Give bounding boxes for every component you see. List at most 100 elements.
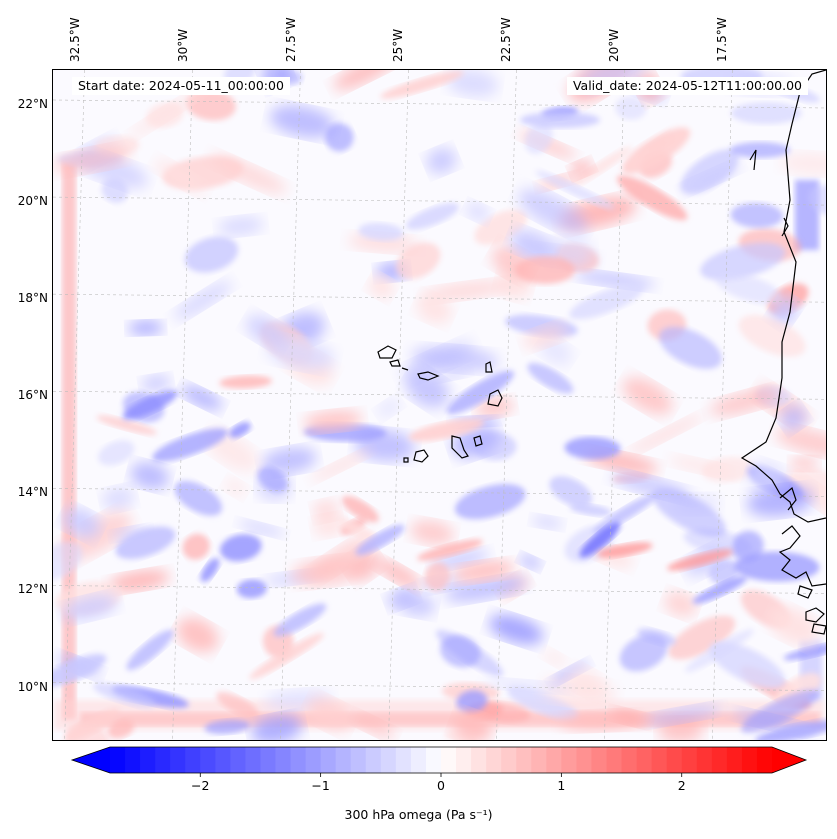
guinea-bissau-coast xyxy=(778,525,826,587)
colorbar-bin xyxy=(410,747,427,773)
colorbar-bin xyxy=(666,747,683,773)
lat-gridline xyxy=(53,488,826,497)
colorbar-bin xyxy=(621,747,638,773)
colorbar-tick-label: −1 xyxy=(311,778,330,793)
colorbar-bin xyxy=(125,747,141,773)
lon-gridline xyxy=(712,70,733,740)
omega-cell xyxy=(173,280,233,320)
omega-cell xyxy=(542,649,567,668)
omega-cell xyxy=(520,112,600,128)
omega-cell xyxy=(115,526,176,560)
omega-cell xyxy=(452,560,515,583)
omega-cell xyxy=(465,202,491,222)
colorbar-label: 300 hPa omega (Pa s⁻¹) xyxy=(344,807,493,822)
lon-gridline xyxy=(280,70,301,740)
omega-cell xyxy=(446,370,515,415)
omega-cell xyxy=(219,534,262,562)
omega-cell xyxy=(668,456,736,477)
omega-cell xyxy=(692,576,748,604)
colorbar-bin xyxy=(245,747,261,773)
island-maio xyxy=(473,435,483,447)
omega-cell xyxy=(182,533,210,560)
omega-cell xyxy=(200,558,220,582)
omega-cell xyxy=(597,542,653,558)
island-santo-antao xyxy=(377,345,397,359)
omega-cell xyxy=(140,374,172,392)
omega-cell xyxy=(732,530,764,562)
omega-cell xyxy=(408,418,485,442)
lat-label: 12°N xyxy=(17,582,48,597)
lat-gridline xyxy=(53,390,826,400)
colorbar xyxy=(70,746,808,777)
valid-date-label: Valid_date: 2024-05-12T11:00:00.00 xyxy=(566,77,808,95)
colorbar-bin xyxy=(606,747,623,773)
colorbar-bin xyxy=(155,747,171,773)
omega-cell xyxy=(780,152,826,176)
lon-label: 30°W xyxy=(175,28,190,62)
omega-cell xyxy=(579,522,621,558)
omega-cell xyxy=(386,587,418,609)
colorbar-bin xyxy=(531,747,547,773)
colorbar-bin xyxy=(275,747,292,773)
colorbar-bin xyxy=(756,747,773,773)
island-boa-vista xyxy=(487,389,503,407)
colorbar-bin xyxy=(140,747,156,773)
omega-cell xyxy=(96,415,158,435)
omega-cell xyxy=(380,70,464,99)
omega-cell xyxy=(128,90,202,138)
omega-cell xyxy=(700,242,786,281)
omega-cell xyxy=(424,562,450,591)
lon-label: 20°W xyxy=(607,28,622,62)
colorbar-bin xyxy=(561,747,577,773)
colorbar-bin xyxy=(425,747,442,773)
omega-cell xyxy=(250,714,303,740)
lat-label: 20°N xyxy=(17,194,48,209)
omega-cell xyxy=(659,326,722,369)
omega-cell xyxy=(376,559,421,589)
omega-cell xyxy=(610,709,650,727)
omega-cell xyxy=(681,163,741,193)
omega-cell xyxy=(522,324,567,350)
colorbar-bin xyxy=(380,747,397,773)
lat-label: 14°N xyxy=(17,485,48,500)
omega-cell xyxy=(333,70,397,90)
omega-cell xyxy=(209,154,287,194)
omega-cell xyxy=(525,122,553,154)
omega-cell xyxy=(216,691,259,718)
omega-cell xyxy=(431,550,490,570)
lon-gridline xyxy=(604,70,625,740)
omega-cell xyxy=(625,413,705,456)
omega-cell xyxy=(122,390,178,420)
omega-cell xyxy=(217,216,264,236)
omega-cell xyxy=(426,147,457,175)
colorbar-tick-label: 0 xyxy=(437,778,445,793)
colorbar-bin xyxy=(110,747,126,773)
lon-gridline xyxy=(388,70,409,740)
omega-cell xyxy=(570,160,594,178)
omega-cell xyxy=(515,256,575,284)
omega-cell xyxy=(535,170,615,210)
omega-cell xyxy=(376,397,402,418)
omega-cell xyxy=(652,488,726,537)
colorbar-bin xyxy=(305,747,322,773)
omega-cell xyxy=(355,524,405,556)
omega-cell xyxy=(747,461,786,495)
omega-cell xyxy=(341,496,379,523)
omega-cell xyxy=(549,476,593,507)
senegal-inlet xyxy=(749,149,757,171)
lon-gridline xyxy=(64,70,85,740)
lat-gridline xyxy=(53,196,826,206)
colorbar-extend-max xyxy=(772,747,806,773)
island-brava xyxy=(403,457,409,463)
island-santa-luzia xyxy=(401,367,409,371)
omega-cell xyxy=(416,294,453,324)
lat-gridline xyxy=(53,585,826,594)
lat-label: 16°N xyxy=(17,388,48,403)
senegal-estuary xyxy=(779,486,797,511)
omega-cell xyxy=(93,682,156,708)
colorbar-bins xyxy=(110,747,773,773)
omega-cell xyxy=(126,629,174,671)
colorbar-bin xyxy=(365,747,382,773)
omega-cell xyxy=(154,159,207,195)
map-frame xyxy=(52,69,827,741)
